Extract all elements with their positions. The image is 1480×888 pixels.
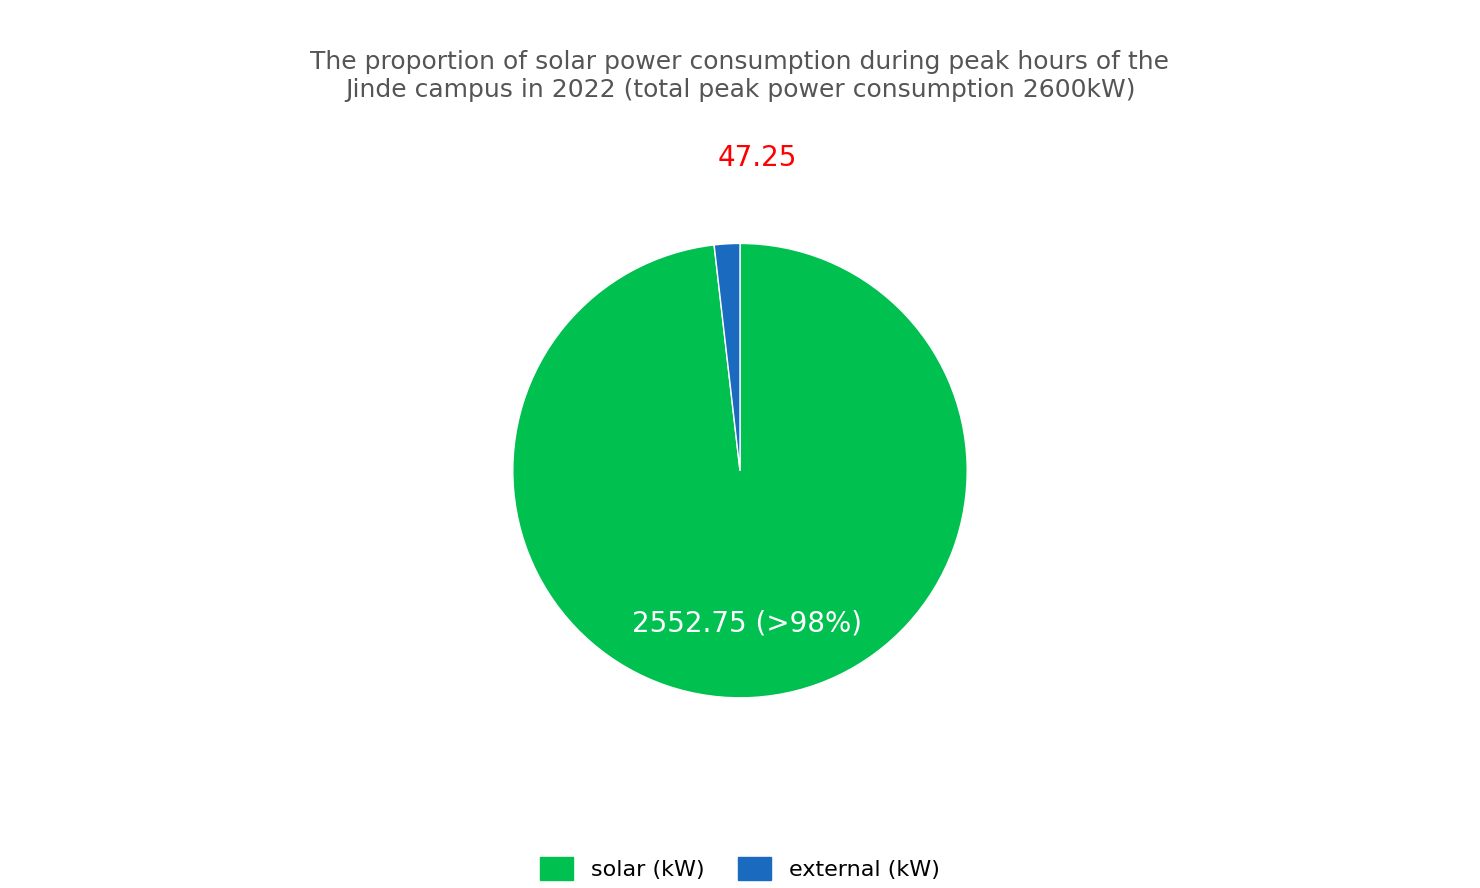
Wedge shape (715, 243, 740, 471)
Wedge shape (512, 243, 968, 698)
Title: The proportion of solar power consumption during peak hours of the
Jinde campus : The proportion of solar power consumptio… (311, 50, 1169, 101)
Legend: solar (kW), external (kW): solar (kW), external (kW) (531, 848, 949, 888)
Text: 47.25: 47.25 (718, 144, 796, 172)
Text: 2552.75 (>98%): 2552.75 (>98%) (632, 609, 863, 637)
